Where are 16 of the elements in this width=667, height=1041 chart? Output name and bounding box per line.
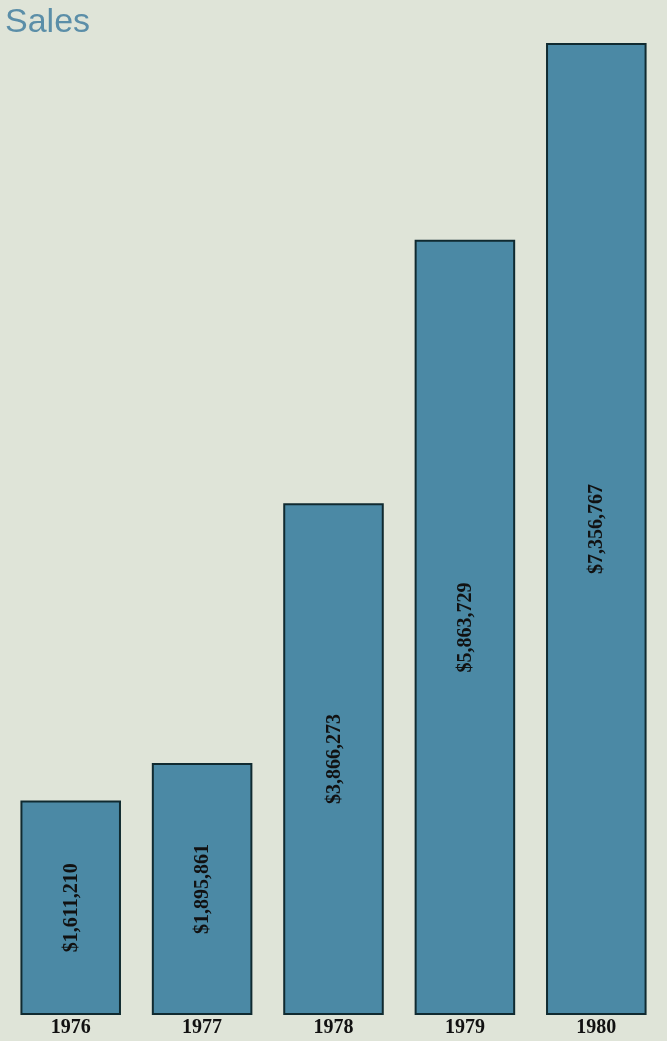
data-label: $5,863,729 <box>452 582 475 673</box>
bar <box>151 763 253 1015</box>
bar <box>414 239 516 1015</box>
x-tick-label: 1977 <box>182 1014 223 1037</box>
data-label: $7,356,767 <box>584 484 607 574</box>
x-tick-label: 1978 <box>313 1014 354 1037</box>
data-label: $1,895,861 <box>190 844 213 935</box>
x-tick-label: 1979 <box>444 1014 485 1037</box>
chart-title: Sales <box>5 1 91 39</box>
data-label: $1,611,210 <box>58 863 81 953</box>
bar <box>283 503 384 1015</box>
data-label: $3,866,273 <box>321 714 344 805</box>
bar <box>20 800 121 1015</box>
x-tick-label: 1976 <box>50 1014 91 1037</box>
bar <box>546 43 647 1015</box>
x-tick-label: 1980 <box>576 1014 617 1037</box>
